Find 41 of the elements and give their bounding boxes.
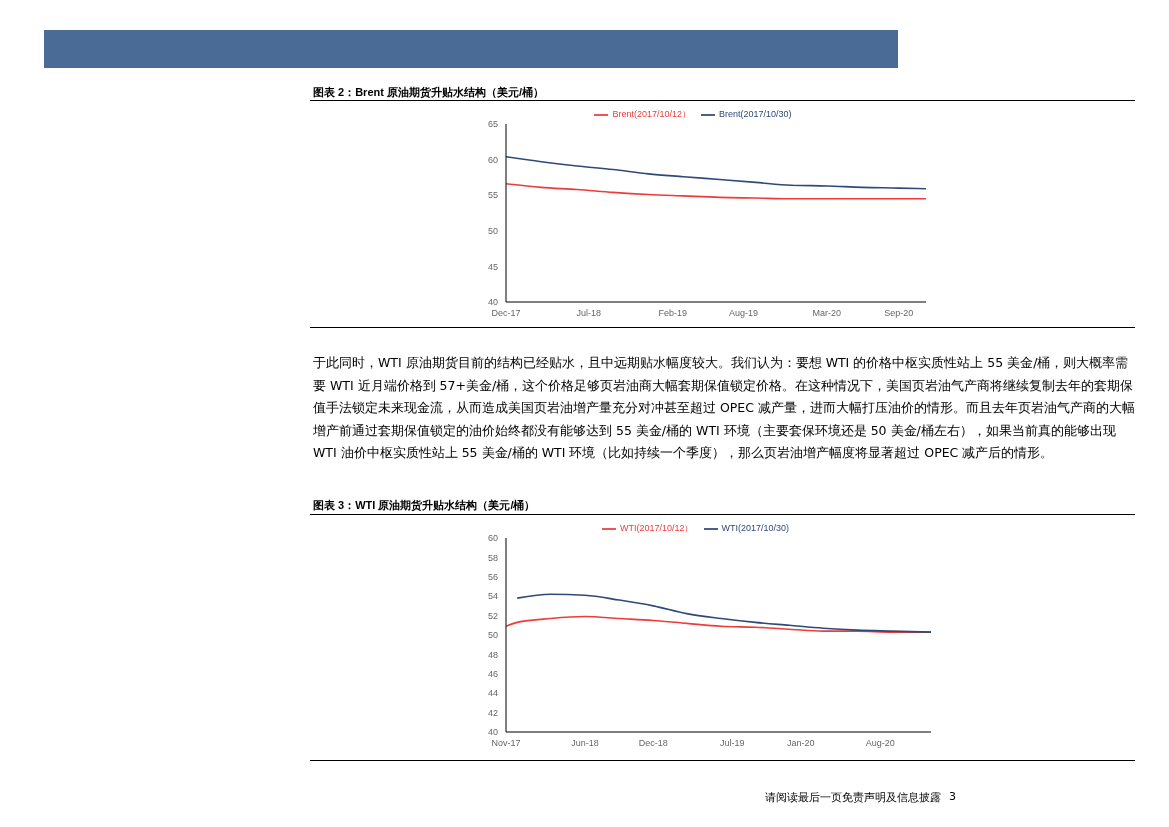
y-tick-label: 50 [487,630,498,641]
x-tick-label: Mar-20 [812,308,842,319]
y-tick-label: 45 [487,261,498,272]
y-tick-label: 40 [487,297,498,308]
text: 3 [949,790,956,805]
x-tick-label: Dec-18 [638,738,668,749]
x-tick-label: Jan-20 [787,738,815,749]
y-tick-label: 60 [487,154,498,165]
y-tick-label: 50 [487,226,498,236]
y-tick-label: 54 [487,591,498,602]
y-tick-label: 48 [487,649,498,660]
y-tick-label: 56 [487,571,498,582]
legend-label: WTI(2017/10/12） [619,523,694,534]
y-tick-label: 58 [487,552,498,563]
text: 请阅读最后一页免责声明及信息披露 [765,790,941,805]
chart-title: 图表 2：Brent 原油期货升贴水结构（美元/桶） [313,85,545,100]
x-tick-label: Feb-19 [658,308,688,319]
line-series [516,593,931,633]
text: 于此同时，WTI 原油期货目前的结构已经贴水，且中远期贴水幅度较大。我们认为：要想 WTI 的价格中枢实质性站上 55 美金/桶，则大概率需要 WTI 近月端价格到 57+美金/桶，这个价格足够页岩油商大幅套期保值锁定价格。在这种情况下，美国页岩油气产商将继续复制去年的套期保值手法锁定未来现金流，从而造成美国页岩油增产量充分对冲甚至超过 OPEC 减产量，进而大幅打压油价的情形。而且去年页岩油气产商的大幅增产前通过套期保值锁定的油价始终都没有能够达到 55 美金/桶的 WTI 环境（主要套保环境还是 50 美金/桶左右），如果当前真的能够出现 WTI 油价中枢实质性站上 55 美金/桶的 WTI 环境（比如持续一个季度），那么页岩油增产幅度将显著超过 OPEC 减产后的情形。 [313,354,1135,462]
y-tick-label: 55 [487,190,498,201]
x-tick-label: Nov-17 [491,738,521,749]
x-tick-label: Jul-18 [576,308,602,319]
y-tick-label: 40 [487,727,498,738]
x-tick-label: Jul-19 [720,738,745,749]
line-series [506,183,926,200]
x-tick-label: Jun-18 [571,738,599,749]
line-series [506,155,926,190]
y-tick-label: 42 [487,707,498,718]
y-tick-label: 46 [487,668,498,679]
legend-label: WTI(2017/10/30) [721,523,790,534]
y-tick-label: 65 [487,119,498,130]
x-tick-label: Aug-20 [865,738,895,749]
legend-label: Brent(2017/10/12） [612,109,691,120]
x-tick-label: Dec-17 [491,308,521,319]
chart-title: 图表 3：WTI 原油期货升贴水结构（美元/桶） [313,498,536,513]
x-tick-label: Aug-19 [729,308,759,319]
y-tick-label: 60 [487,533,498,544]
y-tick-label: 44 [487,688,498,699]
legend-label: Brent(2017/10/30) [719,109,792,120]
x-tick-label: Sep-20 [884,308,914,319]
y-tick-label: 52 [487,610,498,621]
